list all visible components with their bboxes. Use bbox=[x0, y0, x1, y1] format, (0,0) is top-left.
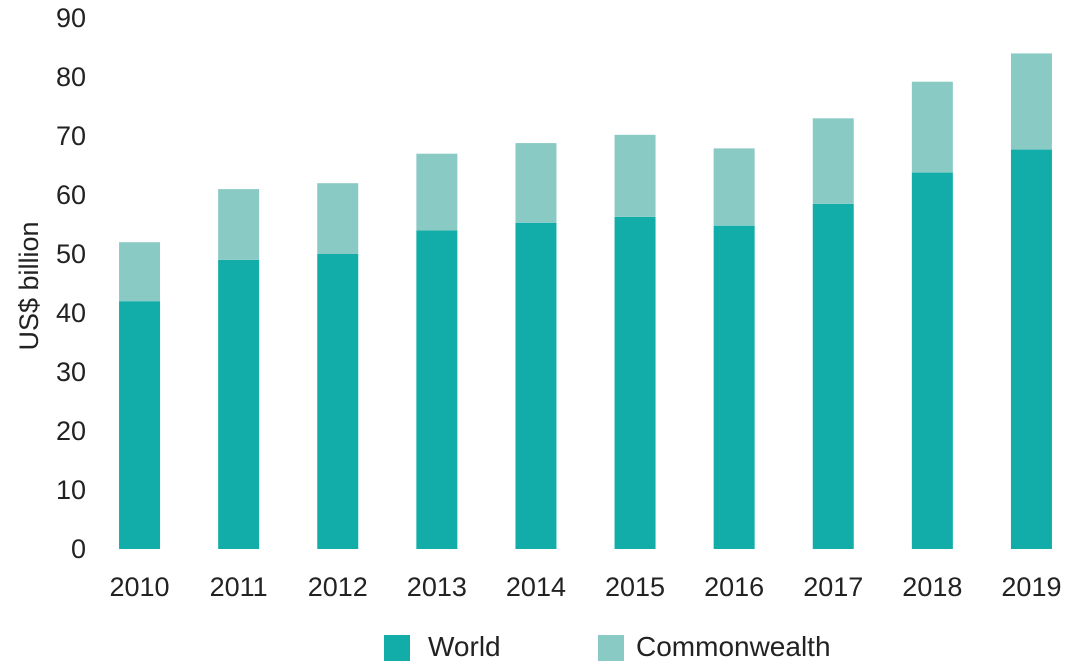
bar-world-2018 bbox=[911, 172, 953, 549]
bar-world-2011 bbox=[218, 259, 260, 549]
bar-world-2017 bbox=[812, 203, 854, 549]
x-tick-label: 2014 bbox=[506, 572, 566, 602]
legend-swatch-commonwealth bbox=[598, 635, 624, 661]
bar-world-2012 bbox=[317, 254, 359, 549]
x-tick-label: 2010 bbox=[110, 572, 170, 602]
bar-commonwealth-2018 bbox=[911, 81, 953, 173]
bar-commonwealth-2013 bbox=[416, 153, 458, 231]
bars-group bbox=[119, 53, 1052, 550]
y-tick-label: 40 bbox=[56, 298, 86, 328]
x-tick-label: 2019 bbox=[1001, 572, 1061, 602]
x-tick-label: 2016 bbox=[704, 572, 764, 602]
bar-world-2019 bbox=[1010, 149, 1052, 549]
y-tick-label: 10 bbox=[56, 475, 86, 505]
y-tick-label: 20 bbox=[56, 416, 86, 446]
x-axis-ticks: 2010 2011 2012 2013 2014 2015 2016 2017 2018 2019 bbox=[110, 572, 1062, 602]
y-tick-label: 80 bbox=[56, 62, 86, 92]
y-tick-label: 30 bbox=[56, 357, 86, 387]
bar-commonwealth-2017 bbox=[812, 118, 854, 204]
x-tick-label: 2017 bbox=[803, 572, 863, 602]
y-tick-label: 60 bbox=[56, 180, 86, 210]
x-tick-label: 2012 bbox=[308, 572, 368, 602]
legend-label-world: World bbox=[428, 631, 501, 662]
x-tick-label: 2015 bbox=[605, 572, 665, 602]
bar-commonwealth-2015 bbox=[614, 134, 656, 217]
bar-world-2015 bbox=[614, 216, 656, 549]
bar-commonwealth-2016 bbox=[713, 148, 755, 226]
legend: World Commonwealth bbox=[384, 631, 831, 662]
x-tick-label: 2013 bbox=[407, 572, 467, 602]
legend-label-commonwealth: Commonwealth bbox=[636, 631, 831, 662]
bar-commonwealth-2014 bbox=[515, 143, 557, 223]
bar-world-2016 bbox=[713, 225, 755, 549]
bar-commonwealth-2010 bbox=[119, 242, 161, 302]
legend-swatch-world bbox=[384, 635, 410, 661]
y-tick-label: 0 bbox=[71, 534, 86, 564]
x-tick-label: 2018 bbox=[902, 572, 962, 602]
bar-world-2013 bbox=[416, 230, 458, 549]
y-tick-label: 50 bbox=[56, 239, 86, 269]
bar-commonwealth-2019 bbox=[1010, 53, 1052, 150]
bar-world-2014 bbox=[515, 222, 557, 550]
y-axis-title: US$ billion bbox=[14, 221, 44, 350]
bar-commonwealth-2012 bbox=[317, 183, 359, 254]
y-tick-label: 70 bbox=[56, 121, 86, 151]
x-tick-label: 2011 bbox=[210, 572, 268, 602]
bar-commonwealth-2011 bbox=[218, 189, 260, 260]
legend-item-world: World bbox=[384, 631, 501, 662]
y-axis-ticks: 0 10 20 30 40 50 60 70 80 90 bbox=[56, 3, 86, 564]
y-tick-label: 90 bbox=[56, 3, 86, 33]
bar-world-2010 bbox=[119, 301, 161, 549]
legend-item-commonwealth: Commonwealth bbox=[598, 631, 831, 662]
